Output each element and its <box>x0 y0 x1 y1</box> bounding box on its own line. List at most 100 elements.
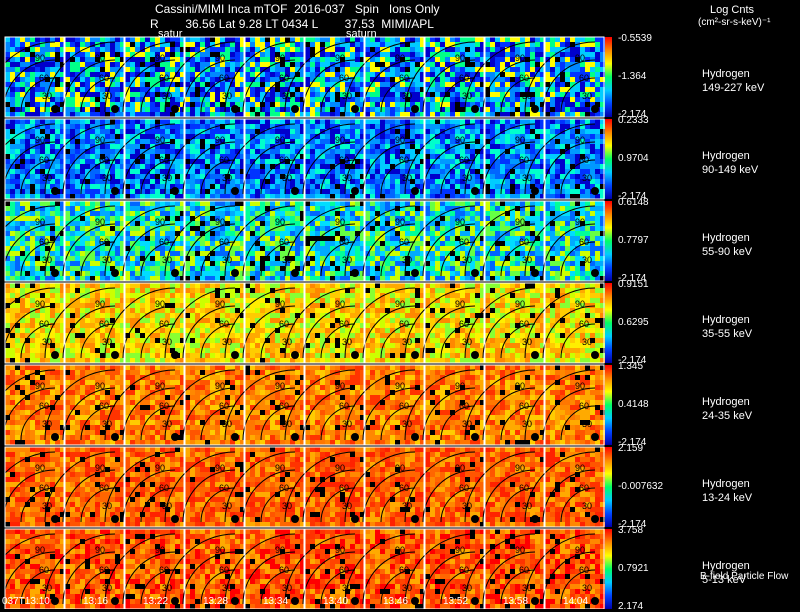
saturn-marker <box>171 187 179 195</box>
ring-label: 60 <box>39 483 49 493</box>
saturn-marker <box>411 597 419 605</box>
ring-label: 60 <box>279 401 289 411</box>
saturn-marker <box>411 351 419 359</box>
saturn-marker <box>231 269 239 277</box>
ring-label: 90 <box>395 53 405 63</box>
saturn-marker <box>351 597 359 605</box>
colorbar-min: 2.174 <box>618 601 644 612</box>
ring-label: 90 <box>455 53 465 63</box>
colorbar-mid: -0.007632 <box>618 481 664 492</box>
species-label: Hydrogen <box>702 150 750 162</box>
ring-label: 60 <box>579 237 589 247</box>
saturn-marker <box>231 105 239 113</box>
ring-label: 90 <box>35 299 45 309</box>
ring-label: 60 <box>159 483 169 493</box>
ring-label: 30 <box>582 337 592 347</box>
ring-label: 30 <box>582 501 592 511</box>
ring-label: 90 <box>395 135 405 145</box>
ring-label: 60 <box>39 73 49 83</box>
ring-label: 90 <box>155 463 165 473</box>
ring-label: 90 <box>575 381 585 391</box>
ring-label: 60 <box>399 237 409 247</box>
ring-label: 30 <box>582 583 592 593</box>
ring-label: 90 <box>575 463 585 473</box>
saturn-marker <box>171 515 179 523</box>
ring-label: 60 <box>519 319 529 329</box>
ring-label: 90 <box>155 217 165 227</box>
saturn-marker <box>111 597 119 605</box>
species-label: Hydrogen <box>702 396 750 408</box>
ring-label: 90 <box>335 299 345 309</box>
energy-label: 55-90 keV <box>702 246 753 258</box>
ring-label: 90 <box>395 463 405 473</box>
ring-label: 60 <box>99 483 109 493</box>
ring-label: 60 <box>519 483 529 493</box>
saturn-marker <box>591 269 599 277</box>
saturn-marker <box>171 351 179 359</box>
ring-label: 60 <box>39 319 49 329</box>
species-label: Hydrogen <box>702 314 750 326</box>
ring-label: 60 <box>219 483 229 493</box>
ring-label: 60 <box>459 401 469 411</box>
ring-label: 60 <box>219 401 229 411</box>
ring-label: 90 <box>95 545 105 555</box>
ring-label: 90 <box>215 463 225 473</box>
saturn-marker <box>111 351 119 359</box>
units-label: (cm²-sr-s-keV)⁻¹ <box>698 17 771 28</box>
ring-label: 90 <box>95 381 105 391</box>
ring-label: 60 <box>219 565 229 575</box>
saturn-marker <box>171 105 179 113</box>
saturn-marker <box>171 597 179 605</box>
ring-label: 90 <box>275 381 285 391</box>
colorbar-max: 3.758 <box>618 525 644 536</box>
ring-label: 90 <box>515 381 525 391</box>
saturn-marker <box>531 269 539 277</box>
ring-label: 60 <box>459 155 469 165</box>
colorbar-min: -2.174 <box>618 437 647 448</box>
ring-label: 90 <box>335 381 345 391</box>
ring-label: 60 <box>459 319 469 329</box>
ring-label: 60 <box>339 73 349 83</box>
ring-label: 90 <box>455 217 465 227</box>
ring-label: 60 <box>99 73 109 83</box>
colorbar-mid: 0.7797 <box>618 235 649 246</box>
ring-label: 60 <box>339 401 349 411</box>
saturn-marker <box>231 187 239 195</box>
ring-label: 90 <box>575 53 585 63</box>
saturn-marker <box>291 433 299 441</box>
ring-label: 60 <box>399 319 409 329</box>
units-title: Log Cnts <box>710 4 755 16</box>
colorbar-2 <box>605 201 612 281</box>
ring-label: 60 <box>99 155 109 165</box>
saturn-marker <box>411 187 419 195</box>
ring-label: 60 <box>459 565 469 575</box>
colorbar-5 <box>605 447 612 527</box>
ring-label: 90 <box>35 545 45 555</box>
saturn-marker <box>51 187 59 195</box>
saturn-marker <box>291 269 299 277</box>
saturn-marker <box>471 515 479 523</box>
saturn-marker <box>591 187 599 195</box>
ring-label: 60 <box>459 237 469 247</box>
ring-label: 60 <box>579 401 589 411</box>
colorbar-0 <box>605 37 612 117</box>
saturn-marker <box>171 269 179 277</box>
ring-label: 90 <box>515 135 525 145</box>
ring-label: 90 <box>155 299 165 309</box>
ring-label: 90 <box>455 545 465 555</box>
saturn-marker <box>471 187 479 195</box>
saturn-marker <box>351 105 359 113</box>
saturn-marker <box>531 433 539 441</box>
ring-label: 90 <box>95 463 105 473</box>
ring-label: 60 <box>99 319 109 329</box>
ring-label: 60 <box>219 237 229 247</box>
colorbar-min: -2.174 <box>618 273 647 284</box>
